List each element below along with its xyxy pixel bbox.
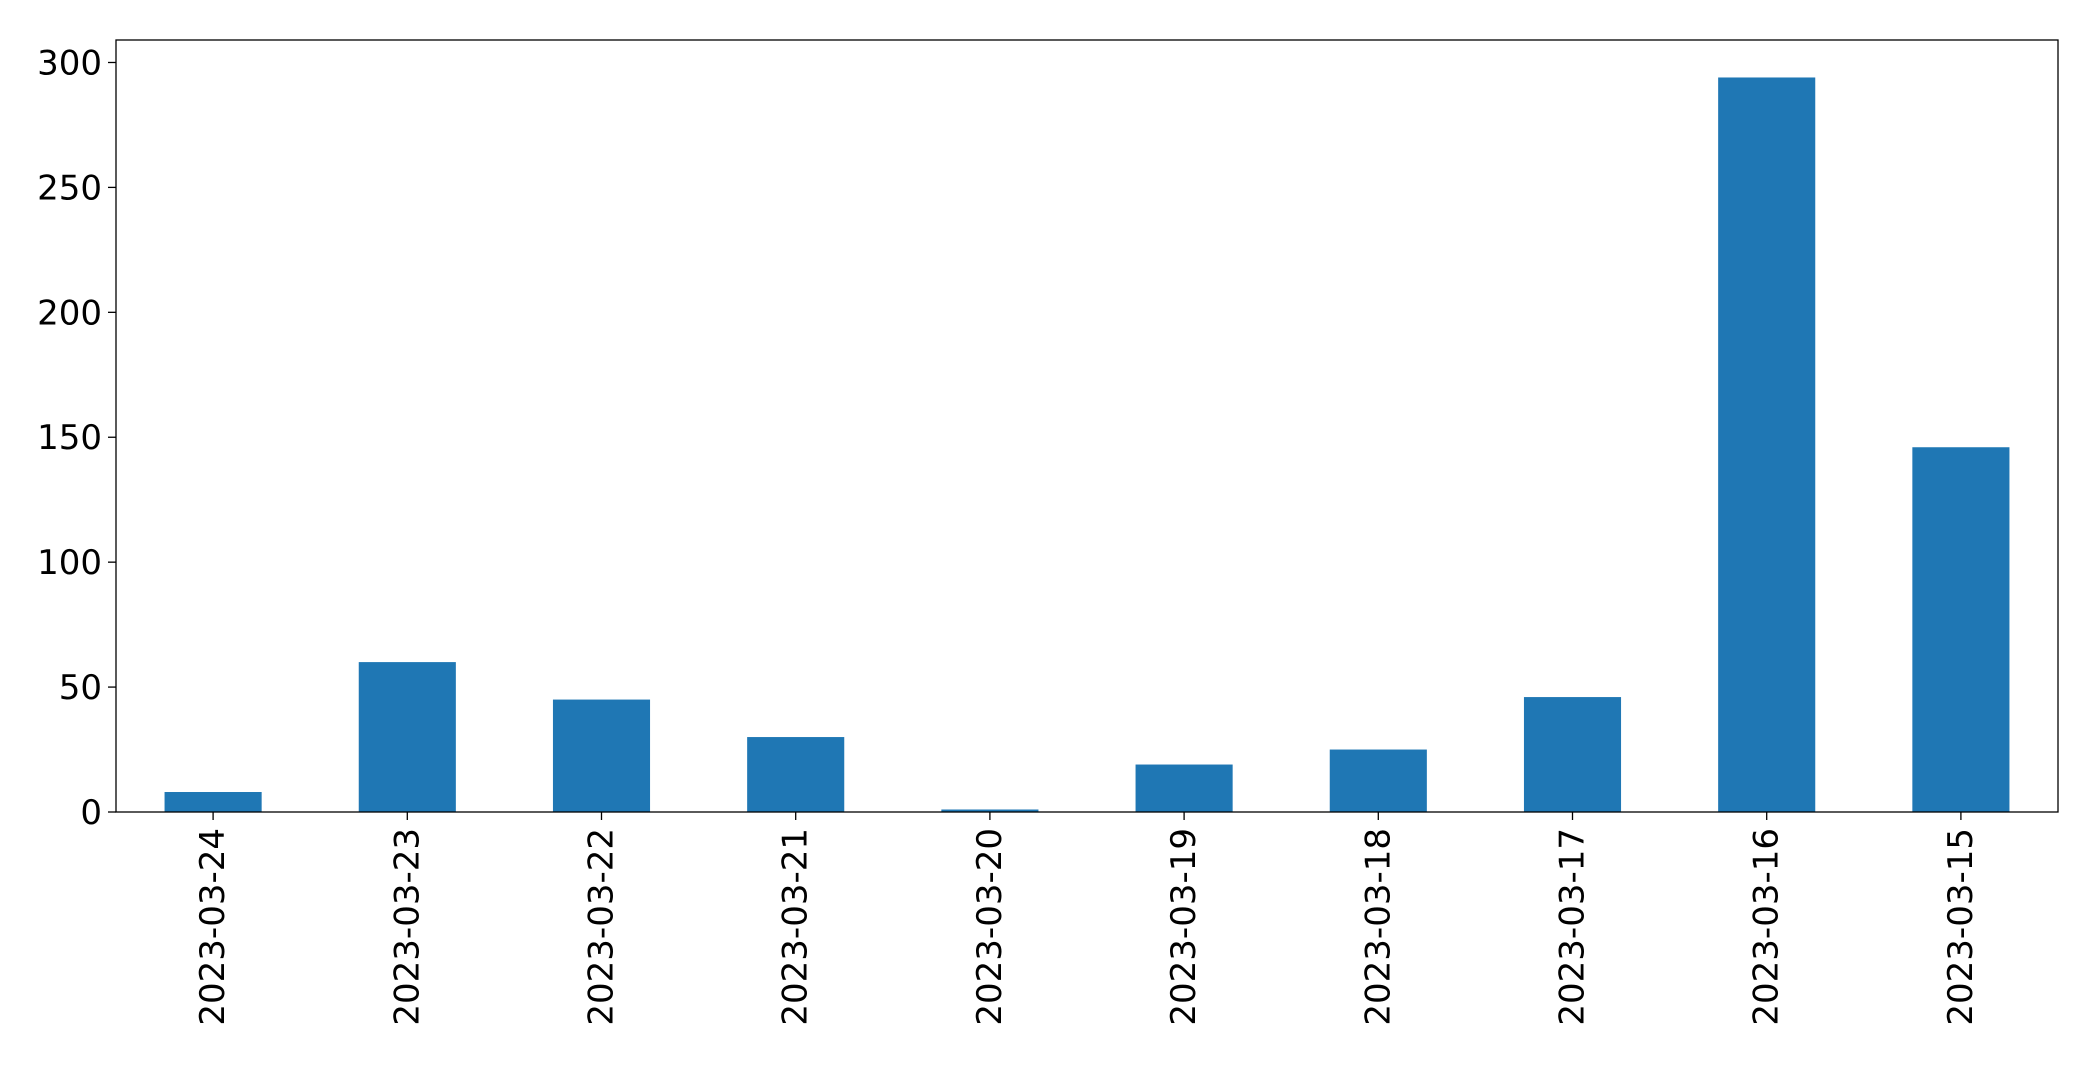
bar-2023-03-23: [358, 662, 456, 812]
x-tick-label: 2023-03-21: [776, 828, 816, 1026]
y-tick-label: 250: [37, 168, 102, 208]
bars-group: [164, 77, 2010, 813]
x-tick-label: 2023-03-24: [193, 828, 233, 1026]
x-tick-label: 2023-03-20: [970, 828, 1010, 1026]
bar-2023-03-22: [552, 699, 651, 812]
bar-2023-03-24: [164, 792, 262, 812]
bar-2023-03-20: [941, 809, 1039, 812]
x-tick-label: 2023-03-17: [1553, 828, 1593, 1026]
y-tick-label: 300: [37, 43, 102, 83]
y-tick-label: 100: [37, 543, 102, 583]
x-tick-label: 2023-03-18: [1358, 828, 1398, 1026]
x-tick-label: 2023-03-23: [387, 828, 427, 1026]
bar-2023-03-15: [1912, 447, 2010, 812]
y-tick-label: 50: [59, 668, 102, 708]
y-tick-label: 150: [37, 418, 102, 458]
y-tick-label: 200: [37, 293, 102, 333]
x-tick-label: 2023-03-16: [1747, 828, 1787, 1026]
x-tick-label: 2023-03-19: [1164, 828, 1204, 1026]
y-tick-label: 0: [80, 793, 102, 833]
y-axis: 0 50 100 150 200 250 300: [37, 43, 116, 833]
bar-2023-03-18: [1329, 749, 1427, 812]
x-tick-label: 2023-03-15: [1941, 828, 1981, 1026]
bar-2023-03-16: [1718, 77, 1816, 813]
x-axis: 2023-03-24 2023-03-23 2023-03-22 2023-03-21…: [193, 812, 1981, 1026]
bar-2023-03-17: [1523, 697, 1622, 812]
bar-2023-03-21: [747, 737, 845, 812]
plot-area-frame: [115, 39, 2059, 813]
x-tick-label: 2023-03-22: [582, 828, 622, 1026]
bar-2023-03-19: [1135, 764, 1233, 812]
